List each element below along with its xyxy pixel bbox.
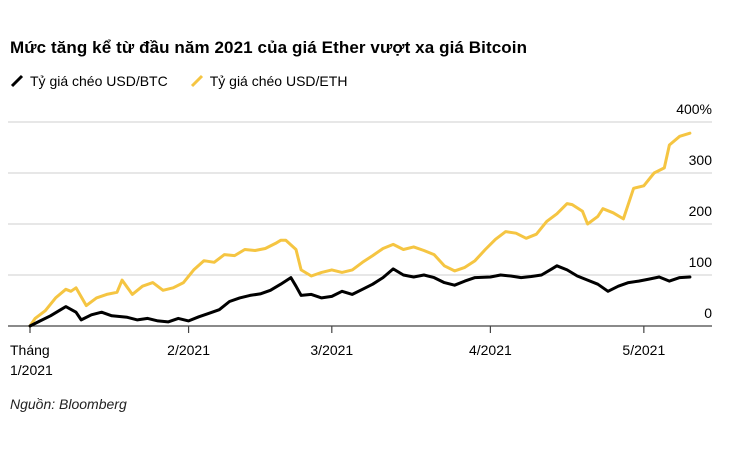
chart-title: Mức tăng kể từ đầu năm 2021 của giá Ethe…	[10, 38, 528, 57]
legend-label-eth: Tỷ giá chéo USD/ETH	[209, 73, 348, 89]
legend-swatch-btc	[10, 74, 24, 88]
legend: Tỷ giá chéo USD/BTC Tỷ giá chéo USD/ETH	[10, 73, 369, 89]
series-line-btc	[28, 264, 692, 328]
legend-label-btc: Tỷ giá chéo USD/BTC	[30, 73, 168, 89]
series-line-eth	[28, 131, 692, 328]
y-tick-label: 300	[689, 152, 713, 168]
x-tick-label: 3/2021	[310, 342, 353, 358]
legend-item-eth: Tỷ giá chéo USD/ETH	[190, 73, 348, 89]
legend-item-btc: Tỷ giá chéo USD/BTC	[10, 73, 168, 89]
source-note: Nguồn: Bloomberg	[10, 396, 127, 412]
x-tick-label: 2/2021	[167, 342, 210, 358]
x-tick-label: Tháng 1/2021	[10, 342, 53, 378]
y-tick-label: 0	[704, 305, 712, 321]
y-tick-label: 400%	[676, 101, 712, 117]
x-tick-label: 5/2021	[622, 342, 665, 358]
y-tick-label: 200	[689, 203, 713, 219]
x-tick-label: 4/2021	[469, 342, 512, 358]
legend-swatch-eth	[190, 74, 203, 88]
y-tick-label: 100	[689, 254, 713, 270]
